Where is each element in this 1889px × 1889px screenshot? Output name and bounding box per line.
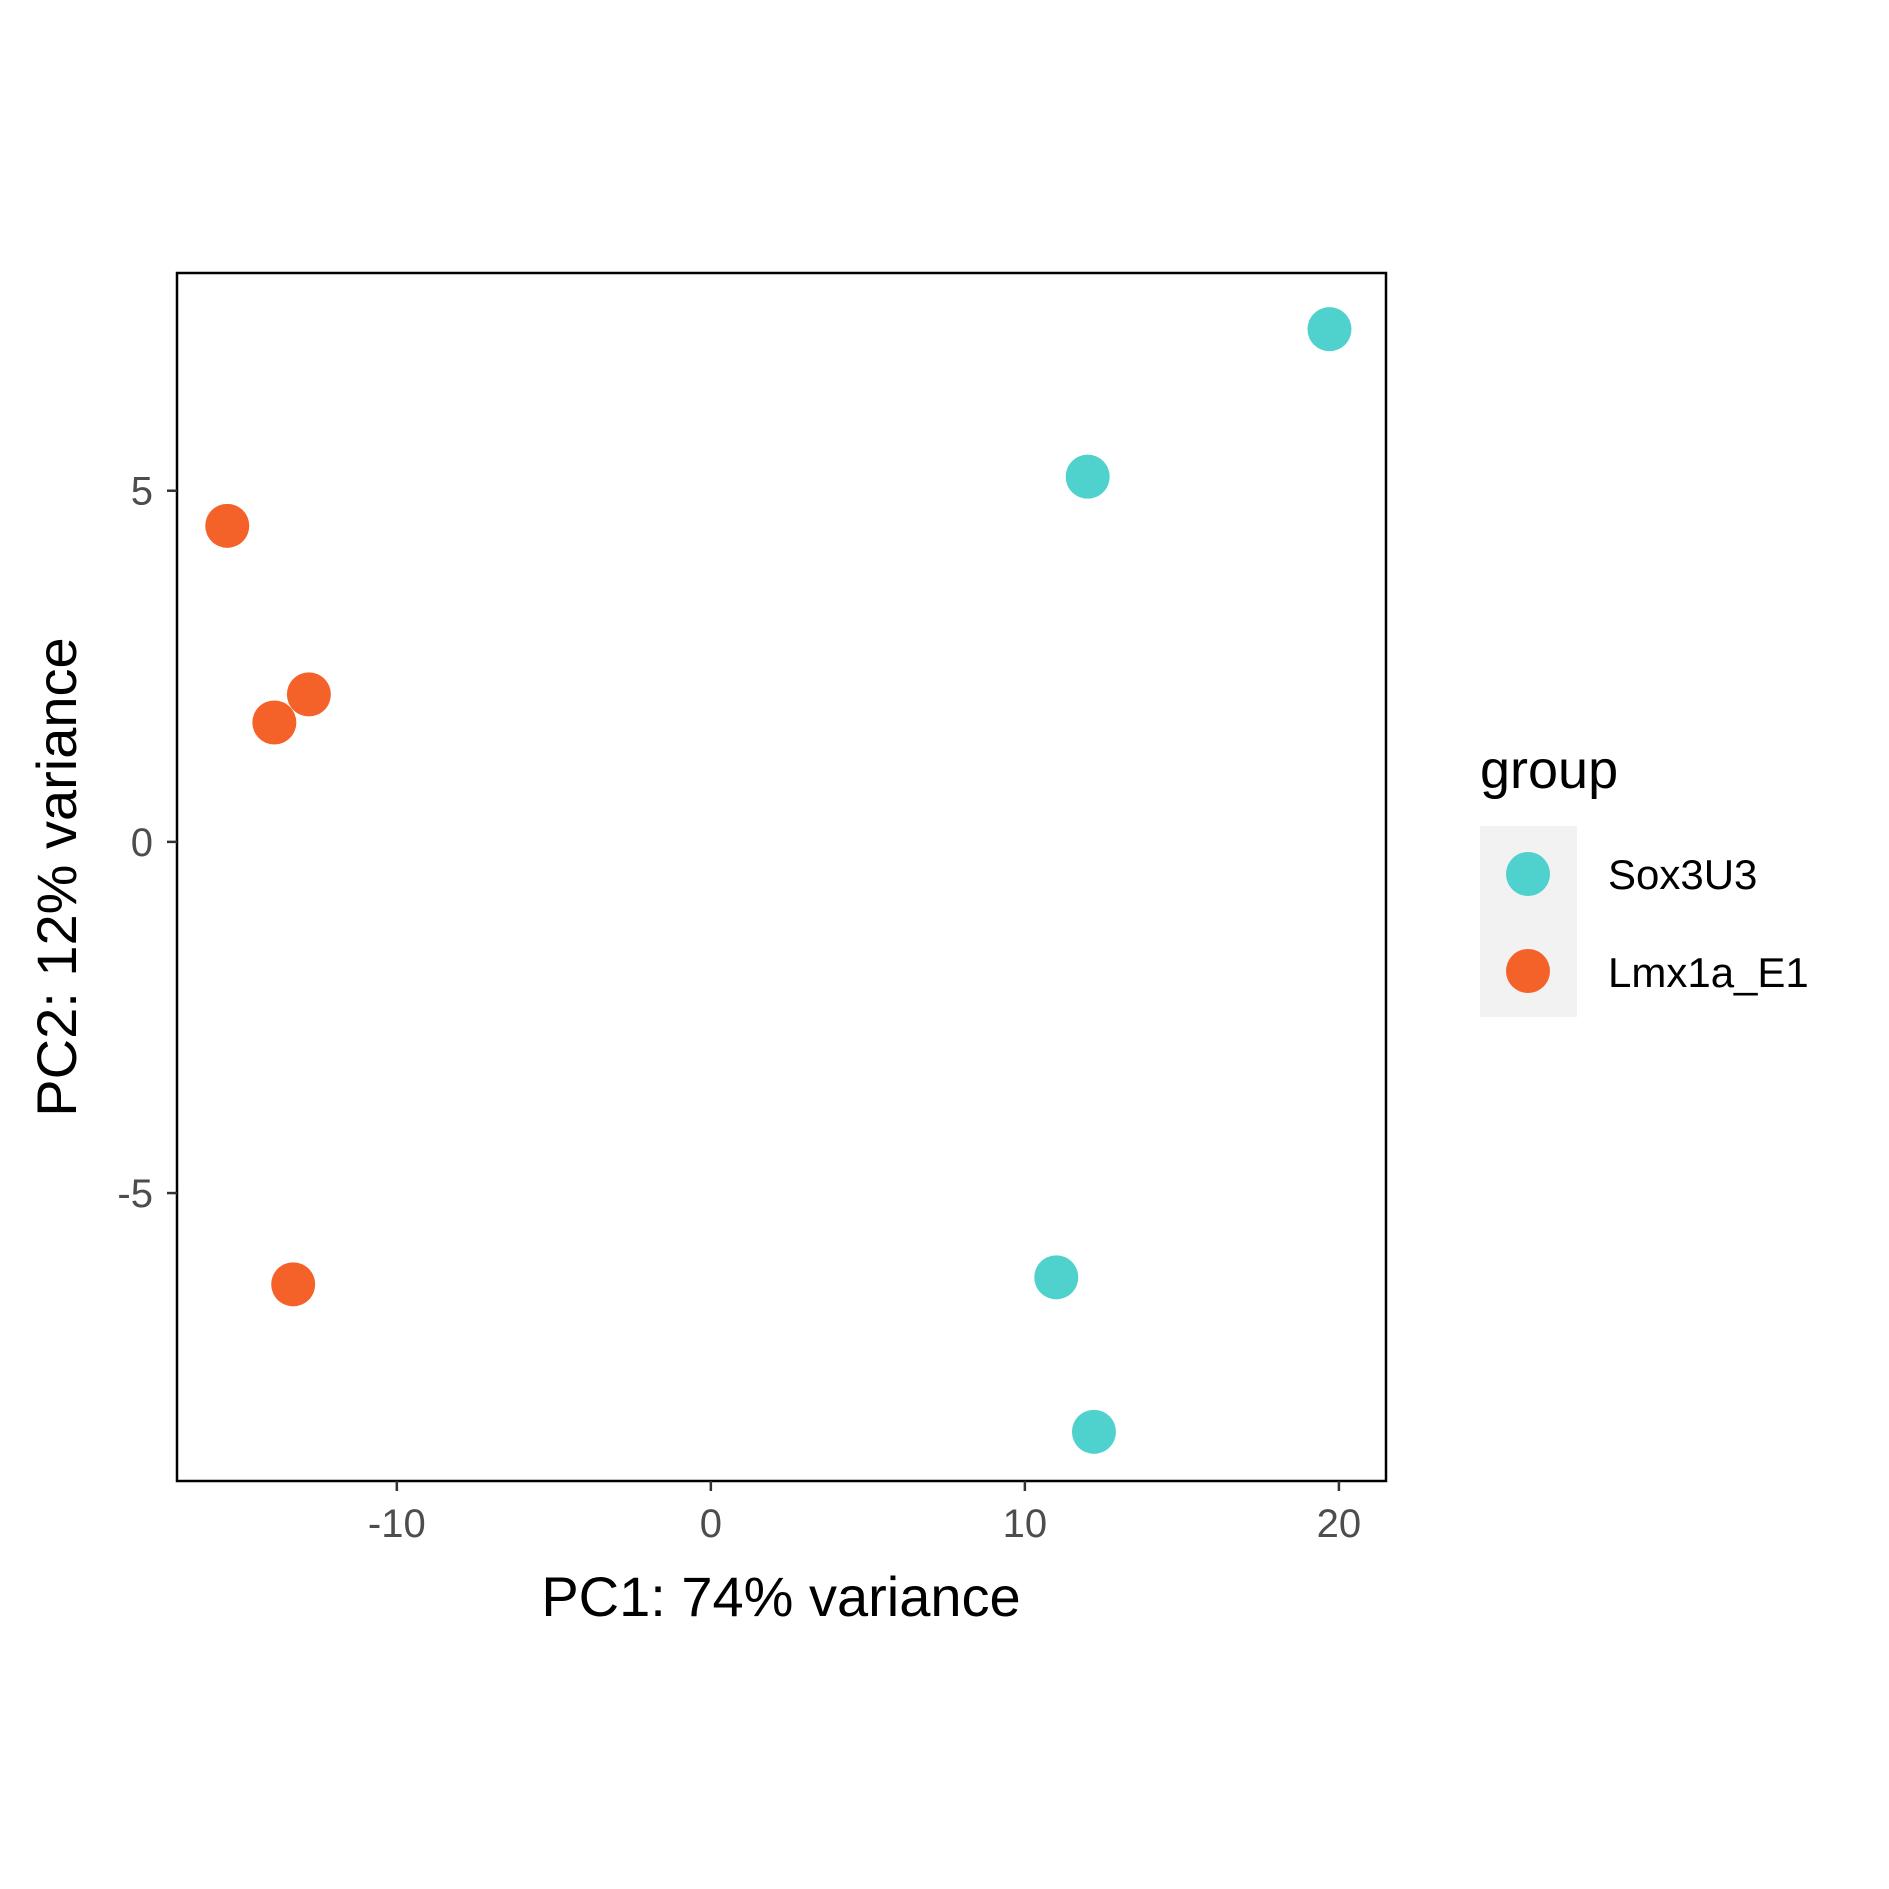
y-tick-label: -5 (117, 1172, 153, 1216)
data-point-sox3u3 (1034, 1255, 1079, 1300)
x-tick-label: -10 (368, 1502, 426, 1546)
legend-label-sox3u3: Sox3U3 (1608, 851, 1757, 898)
data-point-lmx1a-e1 (252, 700, 297, 745)
legend-key-sox3u3 (1506, 852, 1550, 896)
y-tick-label: 0 (131, 821, 153, 865)
legend: group Sox3U3 Lmx1a_E1 (1480, 740, 1809, 1017)
legend-key-lmx1a-e1 (1506, 949, 1550, 993)
y-axis-title: PC2: 12% variance (25, 637, 88, 1116)
data-points (205, 307, 1352, 1454)
x-axis-title: PC1: 74% variance (541, 1565, 1020, 1628)
axis-ticks (167, 489, 1341, 1491)
data-point-lmx1a-e1 (286, 672, 331, 717)
data-point-sox3u3 (1307, 307, 1352, 352)
data-point-sox3u3 (1071, 1409, 1116, 1454)
x-tick-label: 0 (700, 1502, 722, 1546)
plot-panel (175, 271, 1388, 1483)
y-tick-label: 5 (131, 470, 153, 514)
data-point-sox3u3 (1065, 454, 1110, 499)
data-point-lmx1a-e1 (205, 503, 250, 548)
axis-tick-labels: -10 0 10 20 -5 0 5 (117, 470, 1361, 1546)
data-point-lmx1a-e1 (271, 1262, 316, 1307)
legend-title: group (1480, 740, 1618, 800)
x-tick-label: 10 (1003, 1502, 1048, 1546)
x-tick-label: 20 (1317, 1502, 1362, 1546)
legend-label-lmx1a-e1: Lmx1a_E1 (1608, 949, 1809, 996)
